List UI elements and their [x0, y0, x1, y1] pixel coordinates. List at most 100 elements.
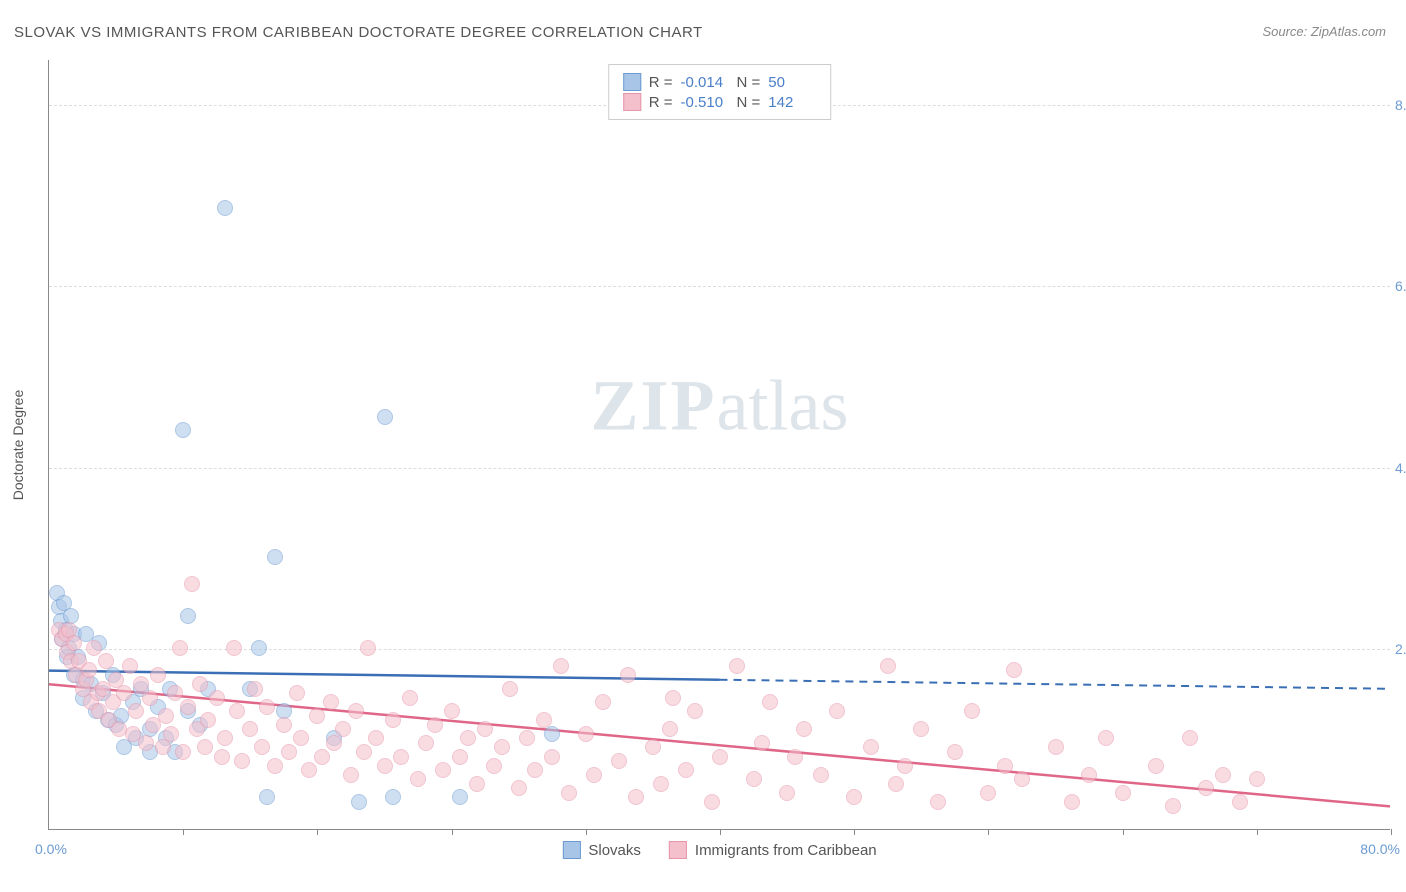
scatter-point-series-1	[1048, 739, 1064, 755]
watermark-bold: ZIP	[591, 366, 717, 446]
scatter-point-series-1	[116, 685, 132, 701]
scatter-point-series-1	[293, 730, 309, 746]
gridline	[49, 286, 1390, 287]
scatter-point-series-1	[163, 726, 179, 742]
scatter-point-series-1	[1249, 771, 1265, 787]
scatter-point-series-1	[586, 767, 602, 783]
legend-item-1: Immigrants from Caribbean	[669, 841, 877, 859]
scatter-point-series-1	[98, 653, 114, 669]
scatter-point-series-1	[267, 758, 283, 774]
scatter-point-series-1	[180, 699, 196, 715]
scatter-point-series-1	[335, 721, 351, 737]
scatter-point-series-1	[81, 662, 97, 678]
scatter-point-series-1	[880, 658, 896, 674]
scatter-point-series-1	[155, 739, 171, 755]
scatter-point-series-0	[452, 789, 468, 805]
scatter-point-series-1	[846, 789, 862, 805]
scatter-point-series-1	[167, 685, 183, 701]
scatter-point-series-1	[536, 712, 552, 728]
scatter-point-series-1	[762, 694, 778, 710]
scatter-point-series-1	[281, 744, 297, 760]
scatter-point-series-1	[829, 703, 845, 719]
plot-region: ZIPatlas 2.0%4.0%6.0%8.0% 0.0% 80.0% R =…	[48, 60, 1390, 830]
stats-r-val-1: -0.510	[681, 94, 729, 111]
scatter-point-series-1	[1148, 758, 1164, 774]
scatter-point-series-1	[410, 771, 426, 787]
scatter-point-series-1	[301, 762, 317, 778]
scatter-point-series-1	[226, 640, 242, 656]
scatter-point-series-1	[234, 753, 250, 769]
scatter-point-series-1	[343, 767, 359, 783]
scatter-point-series-1	[427, 717, 443, 733]
legend-swatch-1	[669, 841, 687, 859]
x-max-label: 80.0%	[1360, 841, 1400, 857]
trend-lines	[49, 60, 1390, 829]
scatter-point-series-1	[229, 703, 245, 719]
x-tick	[1257, 829, 1258, 835]
scatter-point-series-1	[214, 749, 230, 765]
scatter-point-series-1	[519, 730, 535, 746]
chart-area: Doctorate Degree ZIPatlas 2.0%4.0%6.0%8.…	[48, 60, 1390, 830]
scatter-point-series-1	[184, 576, 200, 592]
scatter-point-series-1	[242, 721, 258, 737]
scatter-point-series-1	[418, 735, 434, 751]
scatter-point-series-1	[247, 681, 263, 697]
scatter-point-series-1	[611, 753, 627, 769]
scatter-point-series-1	[477, 721, 493, 737]
scatter-point-series-1	[553, 658, 569, 674]
y-tick-label: 2.0%	[1395, 641, 1406, 657]
scatter-point-series-1	[494, 739, 510, 755]
scatter-point-series-1	[913, 721, 929, 737]
scatter-point-series-1	[469, 776, 485, 792]
legend-item-0: Slovaks	[562, 841, 641, 859]
gridline	[49, 468, 1390, 469]
watermark-light: atlas	[717, 366, 849, 446]
x-tick	[1123, 829, 1124, 835]
scatter-point-series-1	[665, 690, 681, 706]
scatter-point-series-1	[754, 735, 770, 751]
scatter-point-series-0	[385, 789, 401, 805]
scatter-point-series-1	[687, 703, 703, 719]
x-tick	[586, 829, 587, 835]
scatter-point-series-0	[180, 608, 196, 624]
scatter-point-series-1	[150, 667, 166, 683]
scatter-point-series-1	[326, 735, 342, 751]
legend-label-1: Immigrants from Caribbean	[695, 842, 877, 859]
stats-n-val-0: 50	[768, 74, 816, 91]
y-axis-label: Doctorate Degree	[10, 390, 26, 501]
scatter-point-series-1	[620, 667, 636, 683]
legend-swatch-0	[562, 841, 580, 859]
scatter-point-series-1	[544, 749, 560, 765]
scatter-point-series-0	[259, 789, 275, 805]
scatter-point-series-1	[175, 744, 191, 760]
stats-n-label-1: N =	[737, 94, 761, 111]
scatter-point-series-1	[964, 703, 980, 719]
scatter-point-series-1	[897, 758, 913, 774]
scatter-point-series-1	[653, 776, 669, 792]
scatter-point-series-1	[158, 708, 174, 724]
scatter-point-series-1	[360, 640, 376, 656]
watermark: ZIPatlas	[591, 365, 849, 448]
stats-row-1: R = -0.510 N = 142	[623, 93, 817, 111]
stats-row-0: R = -0.014 N = 50	[623, 73, 817, 91]
scatter-point-series-1	[289, 685, 305, 701]
scatter-point-series-1	[197, 739, 213, 755]
scatter-point-series-1	[128, 703, 144, 719]
scatter-point-series-1	[729, 658, 745, 674]
scatter-point-series-1	[1115, 785, 1131, 801]
scatter-point-series-1	[142, 690, 158, 706]
scatter-point-series-1	[1232, 794, 1248, 810]
stats-r-label-1: R =	[649, 94, 673, 111]
x-tick	[720, 829, 721, 835]
source-attribution: Source: ZipAtlas.com	[1262, 24, 1386, 39]
scatter-point-series-0	[267, 549, 283, 565]
scatter-point-series-1	[368, 730, 384, 746]
x-tick	[183, 829, 184, 835]
scatter-point-series-0	[251, 640, 267, 656]
scatter-point-series-1	[561, 785, 577, 801]
scatter-point-series-1	[200, 712, 216, 728]
scatter-point-series-1	[348, 703, 364, 719]
y-tick-label: 8.0%	[1395, 97, 1406, 113]
scatter-point-series-1	[276, 717, 292, 733]
scatter-point-series-1	[444, 703, 460, 719]
